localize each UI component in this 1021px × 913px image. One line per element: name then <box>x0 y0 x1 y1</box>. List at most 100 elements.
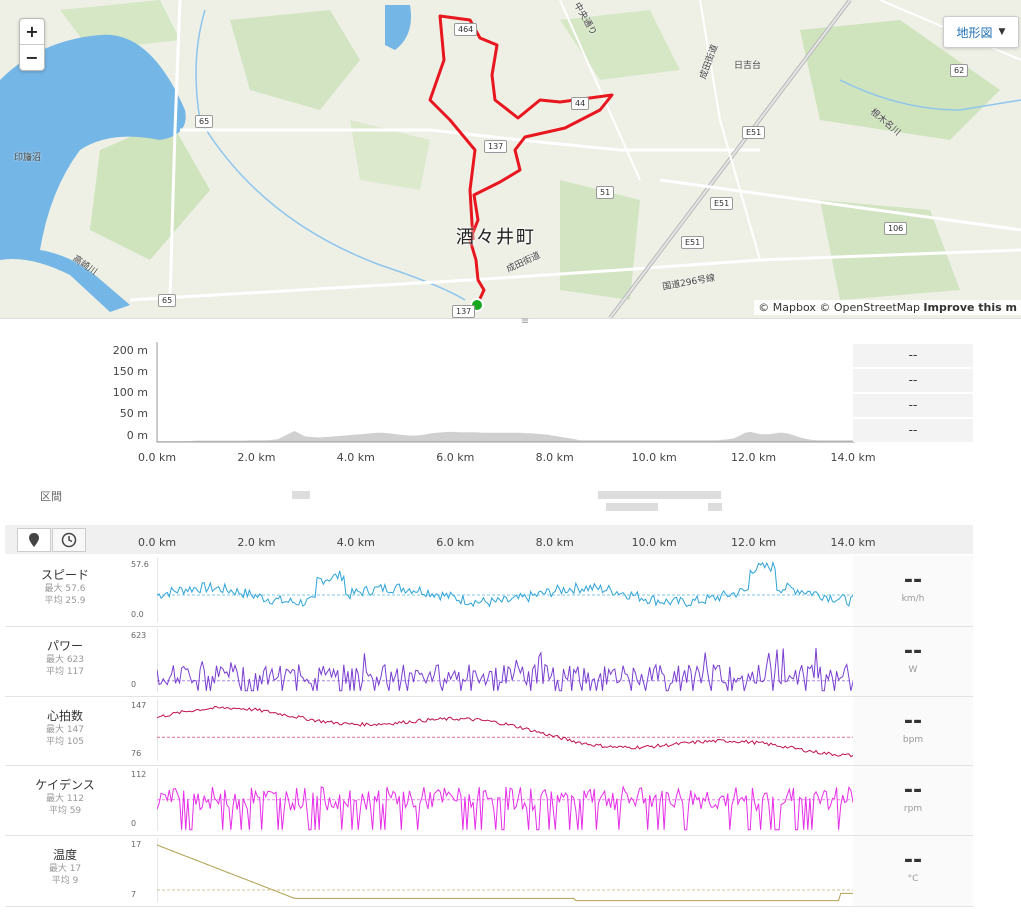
metric-ymax: 147 <box>131 701 147 710</box>
metric-label: パワー 最大 623 平均 117 <box>5 637 125 678</box>
metric-current: -- rpm <box>853 766 973 835</box>
map-canvas[interactable] <box>0 0 1021 318</box>
segment-bar[interactable] <box>598 491 721 499</box>
map-type-select[interactable]: 地形図 ▼ <box>943 16 1019 48</box>
metric-label: 温度最大 17 平均 9 <box>5 846 125 887</box>
segment-bar[interactable] <box>708 503 722 511</box>
metric-avg: 平均 59 <box>48 806 82 816</box>
metric-ymax: 57.6 <box>131 560 149 569</box>
metric-current: -- km/h <box>853 556 973 626</box>
mapbox-link[interactable]: © Mapbox <box>758 301 816 314</box>
analysis-x-label: 2.0 km <box>237 536 276 549</box>
road-shield-137: 137 <box>452 305 476 318</box>
elevation-area <box>157 431 855 442</box>
tab-distance[interactable] <box>17 528 51 552</box>
elev-y-label: 50 m <box>119 407 148 420</box>
metric-unit: °C <box>907 874 919 884</box>
tab-time[interactable] <box>52 528 86 552</box>
metric-chart[interactable] <box>157 766 855 833</box>
lake-label: 印旛沼 <box>14 153 42 163</box>
analysis-x-label: 4.0 km <box>336 536 375 549</box>
osm-link[interactable]: © OpenStreetMap <box>819 301 920 314</box>
metric-unit: rpm <box>903 804 923 814</box>
analysis-header <box>5 525 973 554</box>
segment-bar[interactable] <box>606 503 658 511</box>
metric-name: 温度 <box>52 848 77 862</box>
metric-series-line <box>157 647 854 692</box>
metric-series-line <box>157 844 853 902</box>
metric-name: パワー <box>46 639 83 653</box>
metric-value: -- <box>903 709 923 734</box>
elevation-chart[interactable] <box>155 342 855 444</box>
elev-x-label: 6.0 km <box>436 451 475 464</box>
metric-value: -- <box>903 848 923 873</box>
clock-icon <box>61 532 77 548</box>
elev-x-label: 10.0 km <box>631 451 677 464</box>
metric-chart[interactable] <box>157 627 855 694</box>
metric-chart[interactable] <box>157 836 855 904</box>
metric-max: 最大 57.6 <box>44 584 86 594</box>
metric-ymin: 0 <box>131 680 137 689</box>
metric-series-line <box>157 705 854 758</box>
road-shield-106: 106 <box>884 222 908 235</box>
metric-ymin: 0.0 <box>131 610 144 619</box>
elev-stat: -- <box>853 394 973 417</box>
road-shield-44: 44 <box>571 97 590 110</box>
analysis-x-label: 14.0 km <box>830 536 876 549</box>
metric-chart[interactable] <box>157 697 855 763</box>
road-shield-e51: E51 <box>681 236 705 249</box>
route-map[interactable]: + − 地形図 ▼ 酒々井町 印旛沼 高崎川 中央通り 成田街道 成田街道 日吉… <box>0 0 1021 319</box>
road-shield-e51: E51 <box>742 126 766 139</box>
metric-unit: km/h <box>901 594 925 604</box>
map-attribution: © Mapbox © OpenStreetMap Improve this m <box>754 300 1021 315</box>
metric-chart[interactable] <box>157 556 855 624</box>
metric-label: スピード 最大 57.6 平均 25.9 <box>5 566 125 607</box>
metric-current: -- W <box>853 627 973 696</box>
metric-unit: bpm <box>902 735 924 745</box>
metric-avg: 平均 117 <box>45 667 85 677</box>
metric-name: スピード <box>40 568 89 582</box>
metric-max: 最大 112 <box>45 794 85 804</box>
chevron-down-icon: ▼ <box>998 27 1006 37</box>
elev-x-label: 12.0 km <box>731 451 777 464</box>
elev-y-label: 100 m <box>112 386 148 399</box>
segment-bar[interactable] <box>292 491 310 499</box>
elev-y-label: 200 m <box>112 344 148 357</box>
improve-map-link[interactable]: Improve this m <box>923 301 1017 314</box>
metric-name: 心拍数 <box>46 709 83 723</box>
section-label: 区間 <box>40 490 62 503</box>
metric-ymax: 623 <box>131 631 147 640</box>
metric-current: -- °C <box>853 836 973 906</box>
town-label: 酒々井町 <box>456 227 536 248</box>
elev-y-label: 150 m <box>112 365 148 378</box>
metric-ymin: 76 <box>131 749 142 758</box>
metric-label: ケイデンス最大 112 平均 59 <box>5 776 125 817</box>
metric-avg: 平均 9 <box>51 876 79 886</box>
resize-handle-icon[interactable]: ≡ <box>520 316 530 327</box>
map-pin-icon <box>29 533 39 547</box>
elev-y-label: 0 m <box>126 429 148 442</box>
metric-max: 最大 147 <box>45 725 85 735</box>
metric-series-line <box>157 560 854 608</box>
zoom-out-button[interactable]: − <box>20 44 44 70</box>
elev-stat: -- <box>853 344 973 367</box>
analysis-x-label: 8.0 km <box>535 536 574 549</box>
road-shield-e51: E51 <box>710 197 734 210</box>
elev-stat: -- <box>853 369 973 392</box>
map-type-label: 地形図 <box>956 25 993 40</box>
analysis-x-label: 6.0 km <box>436 536 475 549</box>
metric-max: 最大 17 <box>48 864 82 874</box>
analysis-x-label: 10.0 km <box>631 536 677 549</box>
road-shield-62: 62 <box>950 64 969 77</box>
elev-x-label: 4.0 km <box>336 451 375 464</box>
zoom-in-button[interactable]: + <box>25 22 39 41</box>
area-label-hiyoshi: 日吉台 <box>734 61 762 71</box>
elev-stat: -- <box>853 419 973 442</box>
metric-value: -- <box>903 568 923 593</box>
elev-x-label: 14.0 km <box>830 451 876 464</box>
metric-name: ケイデンス <box>35 778 95 792</box>
road-shield-65: 65 <box>195 115 214 128</box>
metric-ymax: 17 <box>131 840 142 849</box>
metric-row: ケイデンス 最大 112 平均 59 112 0 -- rpm <box>5 766 973 836</box>
metric-value: -- <box>903 778 923 803</box>
